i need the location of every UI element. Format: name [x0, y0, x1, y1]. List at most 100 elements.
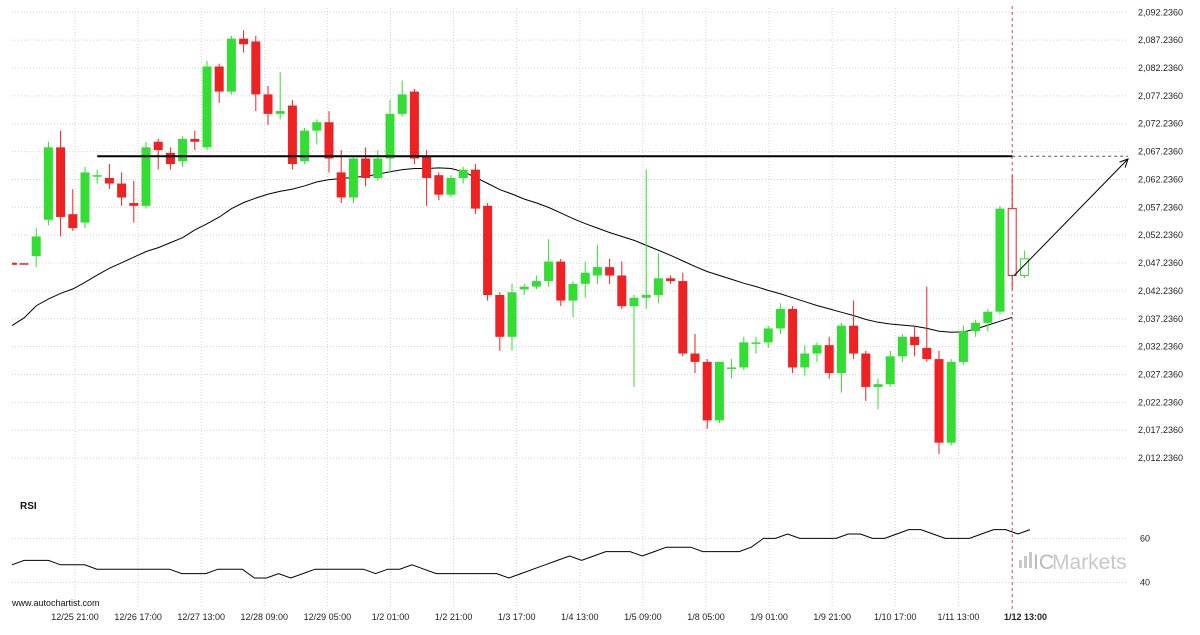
projection-arrow-line: [1013, 158, 1129, 276]
candle-body: [348, 158, 358, 198]
candle: [397, 80, 407, 117]
candle: [983, 308, 993, 332]
candle: [751, 336, 761, 354]
rsi-tick-label: 40: [1140, 577, 1150, 587]
candle: [68, 189, 78, 231]
y-tick-label: 2,047.2360: [1138, 258, 1183, 268]
candle: [727, 359, 737, 379]
candle: [910, 325, 920, 357]
candle-body: [275, 111, 285, 114]
candle-body: [897, 336, 907, 357]
y-tick-label: 2,082.2360: [1138, 63, 1183, 73]
candle-body: [483, 205, 493, 295]
rsi-title: RSI: [20, 501, 37, 512]
candle-body: [580, 272, 590, 284]
candle-body: [666, 278, 676, 282]
candle-body: [458, 169, 468, 178]
candle: [495, 292, 505, 351]
x-tick-label: 1/11 13:00: [937, 612, 979, 622]
candle: [775, 303, 785, 335]
x-tick-label: 12/28 09:00: [241, 612, 289, 622]
candle: [434, 172, 444, 201]
candle-body: [397, 94, 407, 114]
candle-body: [80, 172, 90, 223]
candle: [92, 169, 102, 184]
candle-body: [239, 38, 249, 45]
candle-body: [910, 336, 920, 346]
candle-body: [946, 361, 956, 443]
candle: [995, 205, 1005, 315]
candle-body: [165, 152, 175, 165]
x-tick-label: 12/26 17:00: [114, 612, 162, 622]
candle: [641, 169, 651, 309]
candle: [361, 147, 371, 187]
candle-body: [153, 141, 163, 151]
candle: [324, 111, 334, 173]
candle-body: [629, 297, 639, 307]
rsi-panel: RSI 60 40: [11, 501, 1150, 587]
candle-body: [922, 347, 932, 360]
candle-body: [43, 147, 53, 220]
candle: [849, 300, 859, 360]
candle-body: [702, 361, 712, 421]
candle: [653, 253, 663, 304]
candle: [836, 322, 846, 393]
candle-body: [873, 384, 883, 387]
x-axis-labels: 12/25 21:00 12/26 17:00 12/27 13:00 12/28 0…: [51, 612, 1047, 622]
y-tick-label: 2,092.2360: [1138, 7, 1183, 17]
candle: [678, 272, 688, 357]
candle: [666, 275, 676, 284]
candle: [958, 325, 968, 365]
x-tick-label: 1/9 21:00: [813, 612, 851, 622]
candle: [300, 127, 310, 165]
candle-body: [983, 311, 993, 323]
candle-body: [971, 322, 981, 332]
candle: [251, 35, 261, 112]
y-axis-labels: 2,092.2360 2,087.2360 2,082.2360 2,077.2360…: [1138, 7, 1183, 463]
candle-body: [178, 138, 188, 162]
candle-body: [92, 175, 102, 177]
candle-body: [470, 169, 480, 209]
y-tick-label: 2,032.2360: [1138, 342, 1183, 352]
candle: [336, 150, 346, 204]
candle: [373, 150, 383, 181]
candle-body: [751, 342, 761, 344]
candle-body: [202, 66, 212, 148]
candle-body: [592, 267, 602, 276]
candle: [861, 350, 871, 401]
candle: [129, 180, 139, 223]
candle: [531, 275, 541, 290]
candle: [897, 334, 907, 362]
candle: [702, 359, 712, 429]
candle: [56, 130, 66, 237]
candle: [178, 136, 188, 167]
candle: [971, 320, 981, 337]
candle: [263, 86, 273, 126]
candle: [470, 164, 480, 215]
candle: [1007, 175, 1017, 290]
candle: [690, 334, 700, 374]
candle: [934, 350, 944, 454]
candle-body: [226, 38, 236, 92]
candle: [348, 155, 358, 204]
candle-body: [690, 353, 700, 362]
x-tick-label: 1/12 13:00: [1004, 612, 1047, 622]
y-tick-label: 2,067.2360: [1138, 147, 1183, 157]
candle-body: [824, 345, 834, 374]
y-tick-label: 2,012.2360: [1138, 453, 1183, 463]
x-tick-label: 1/3 17:00: [498, 612, 536, 622]
candle: [422, 150, 432, 206]
candle-body: [617, 275, 627, 307]
x-tick-label: 1/10 17:00: [874, 612, 917, 622]
candle-body: [995, 208, 1005, 312]
candle-body: [104, 177, 114, 184]
candle: [190, 130, 200, 151]
candle-body: [885, 356, 895, 385]
candle-body: [129, 203, 139, 206]
candle: [226, 35, 236, 95]
candle-body: [141, 147, 151, 206]
x-tick-label: 1/2 01:00: [372, 612, 410, 622]
candle-body: [519, 286, 529, 290]
candle: [592, 244, 602, 284]
